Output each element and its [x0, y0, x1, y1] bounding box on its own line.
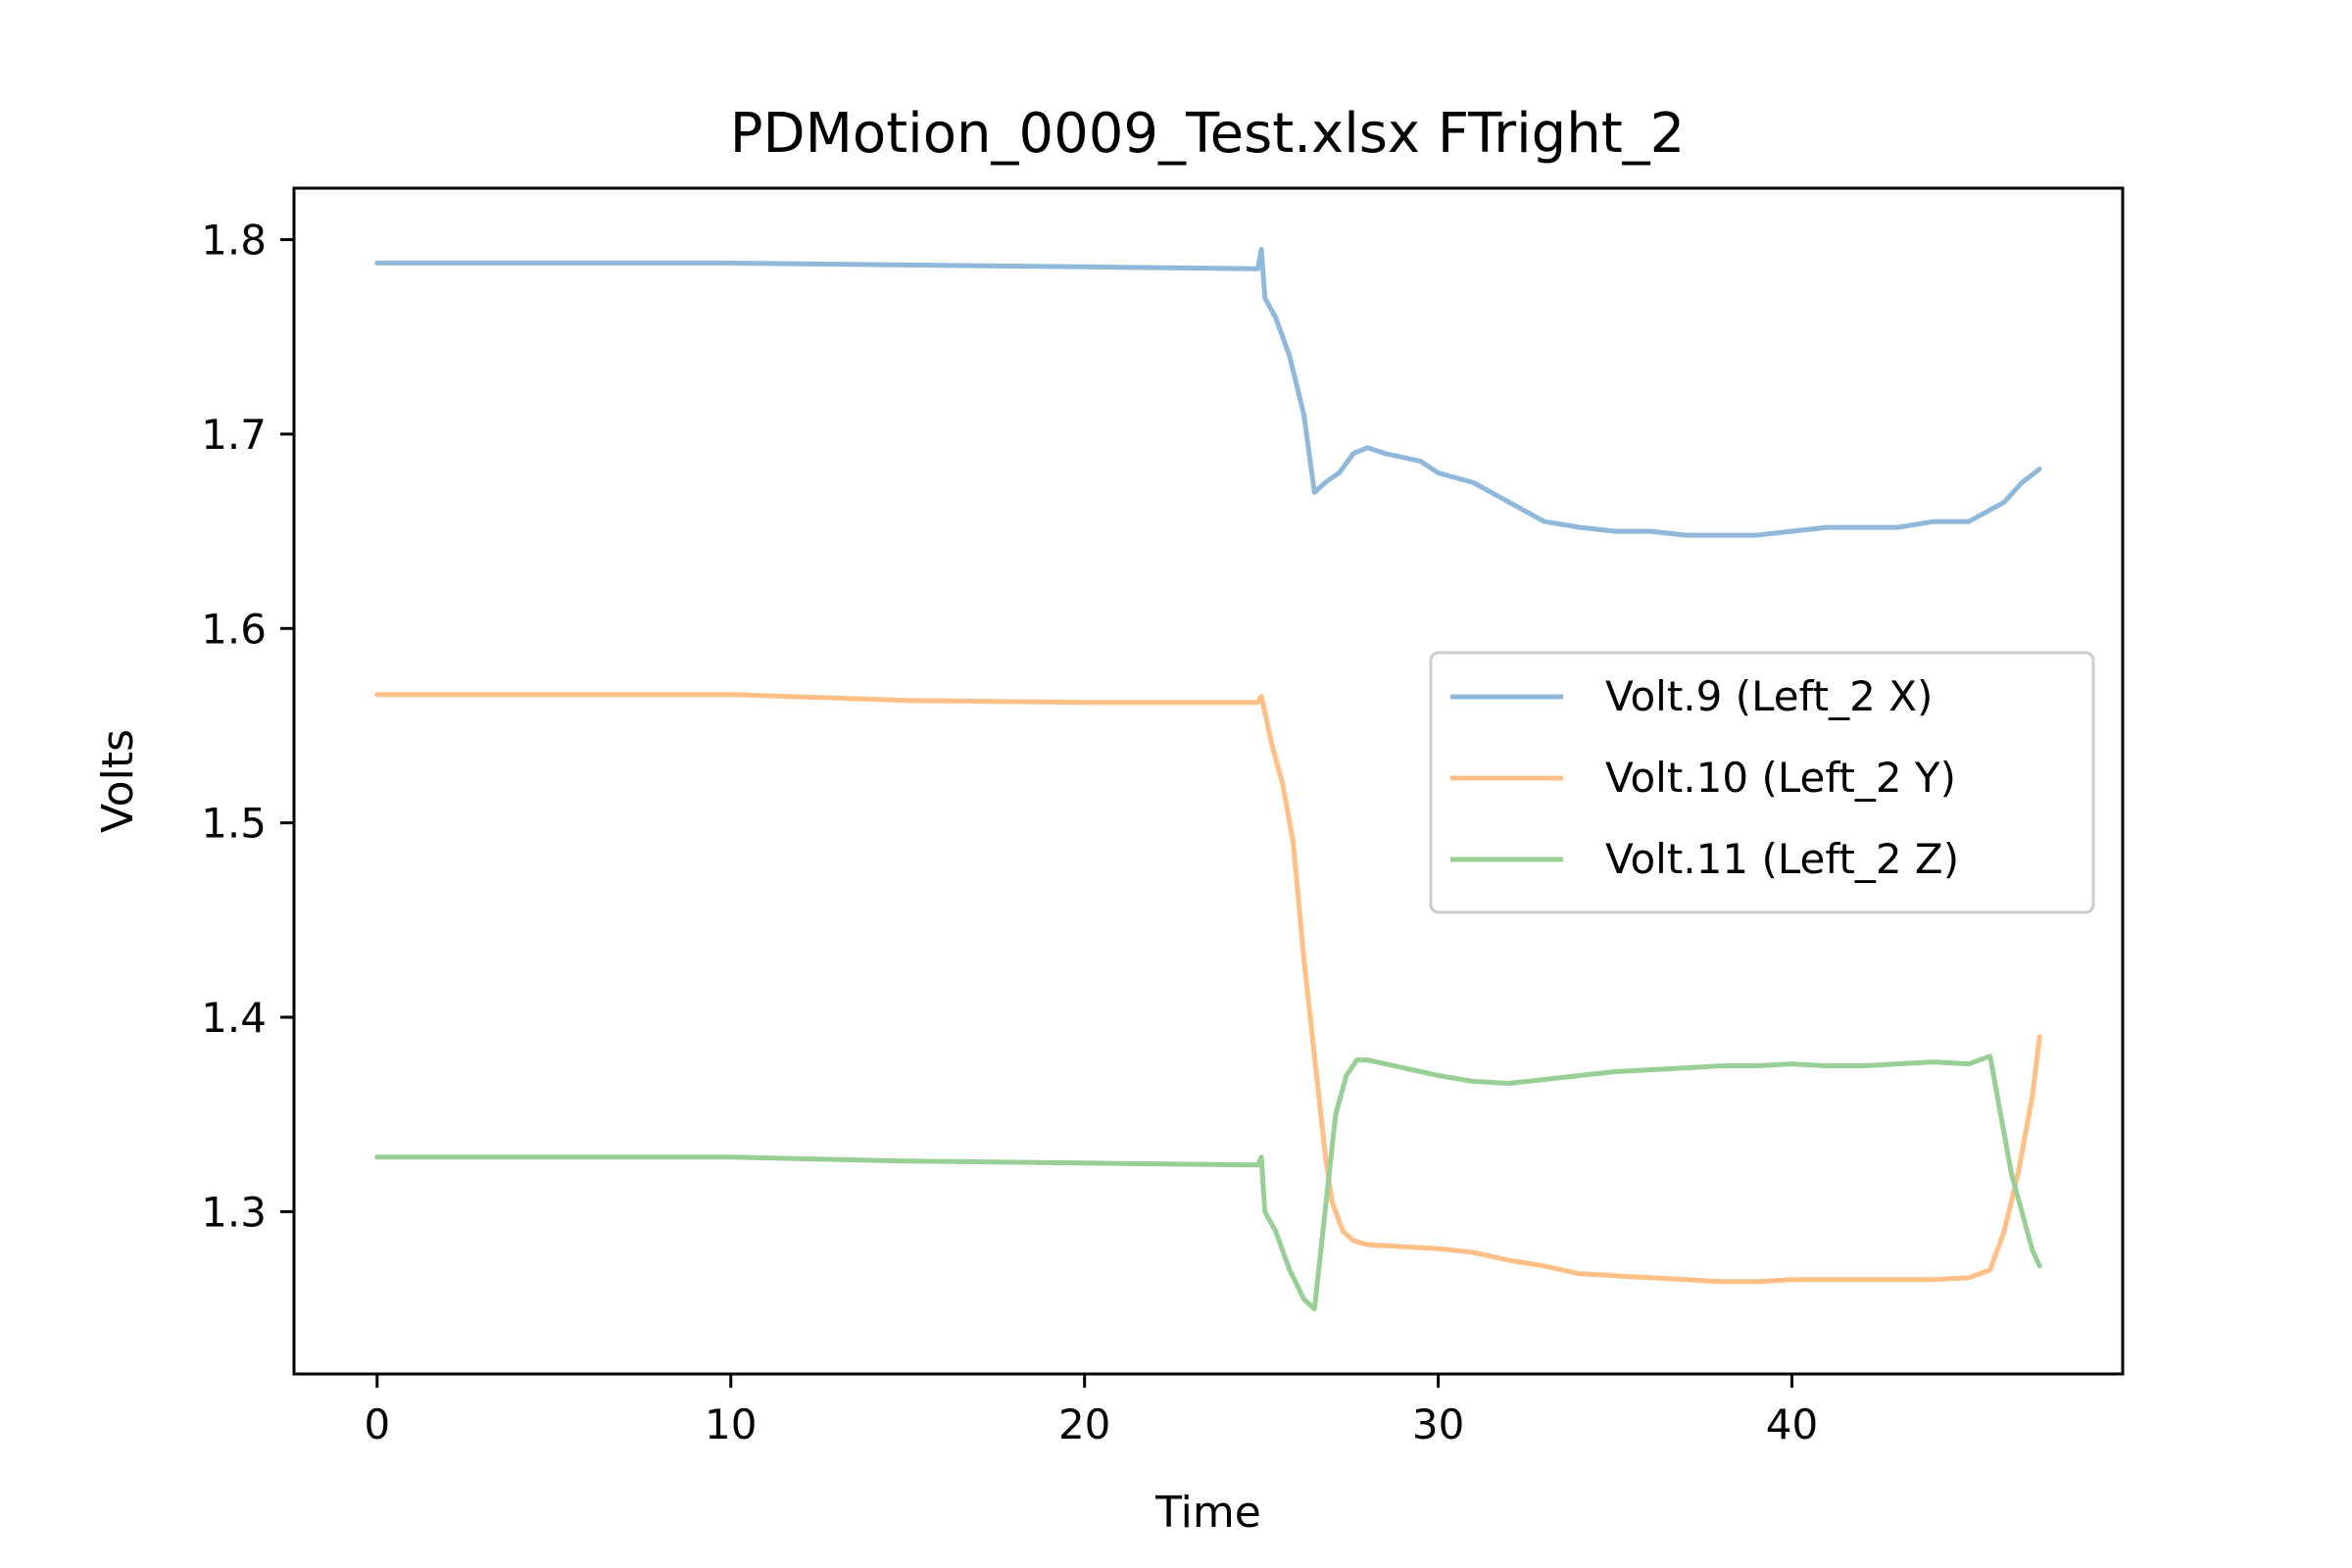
y-tick-label: 1.7 [201, 411, 267, 459]
legend-label-volt10: Volt.10 (Left_2 Y) [1605, 754, 1956, 802]
chart-title: PDMotion_0009_Test.xlsx FTright_2 [730, 102, 1686, 166]
x-tick-label: 40 [1766, 1400, 1818, 1448]
x-tick-label: 30 [1412, 1400, 1464, 1448]
y-axis-label: Volts [93, 729, 143, 833]
y-tick-label: 1.3 [201, 1188, 267, 1236]
y-axis: 1.3 1.4 1.5 1.6 1.7 1.8 [201, 217, 294, 1236]
legend-label-volt11: Volt.11 (Left_2 Z) [1605, 835, 1959, 883]
x-axis-label: Time [1154, 1488, 1261, 1538]
x-tick-label: 10 [705, 1400, 757, 1448]
y-tick-label: 1.4 [201, 994, 267, 1042]
legend-label-volt9: Volt.9 (Left_2 X) [1605, 672, 1933, 720]
series-line-2 [374, 1054, 2042, 1311]
plot-frame [292, 186, 2125, 1376]
series-line-0 [374, 247, 2042, 538]
x-axis: 0 10 20 30 40 [364, 1374, 1818, 1448]
series-line-1 [374, 692, 2042, 1285]
y-tick-label: 1.8 [201, 217, 267, 265]
y-tick-label: 1.6 [201, 605, 267, 653]
y-tick-label: 1.5 [201, 800, 267, 848]
series-layer [374, 247, 2042, 1311]
x-tick-label: 0 [364, 1400, 390, 1448]
x-tick-label: 20 [1058, 1400, 1110, 1448]
legend-box [1429, 651, 2095, 914]
legend: Volt.9 (Left_2 X) Volt.10 (Left_2 Y) Vol… [1429, 651, 2095, 914]
